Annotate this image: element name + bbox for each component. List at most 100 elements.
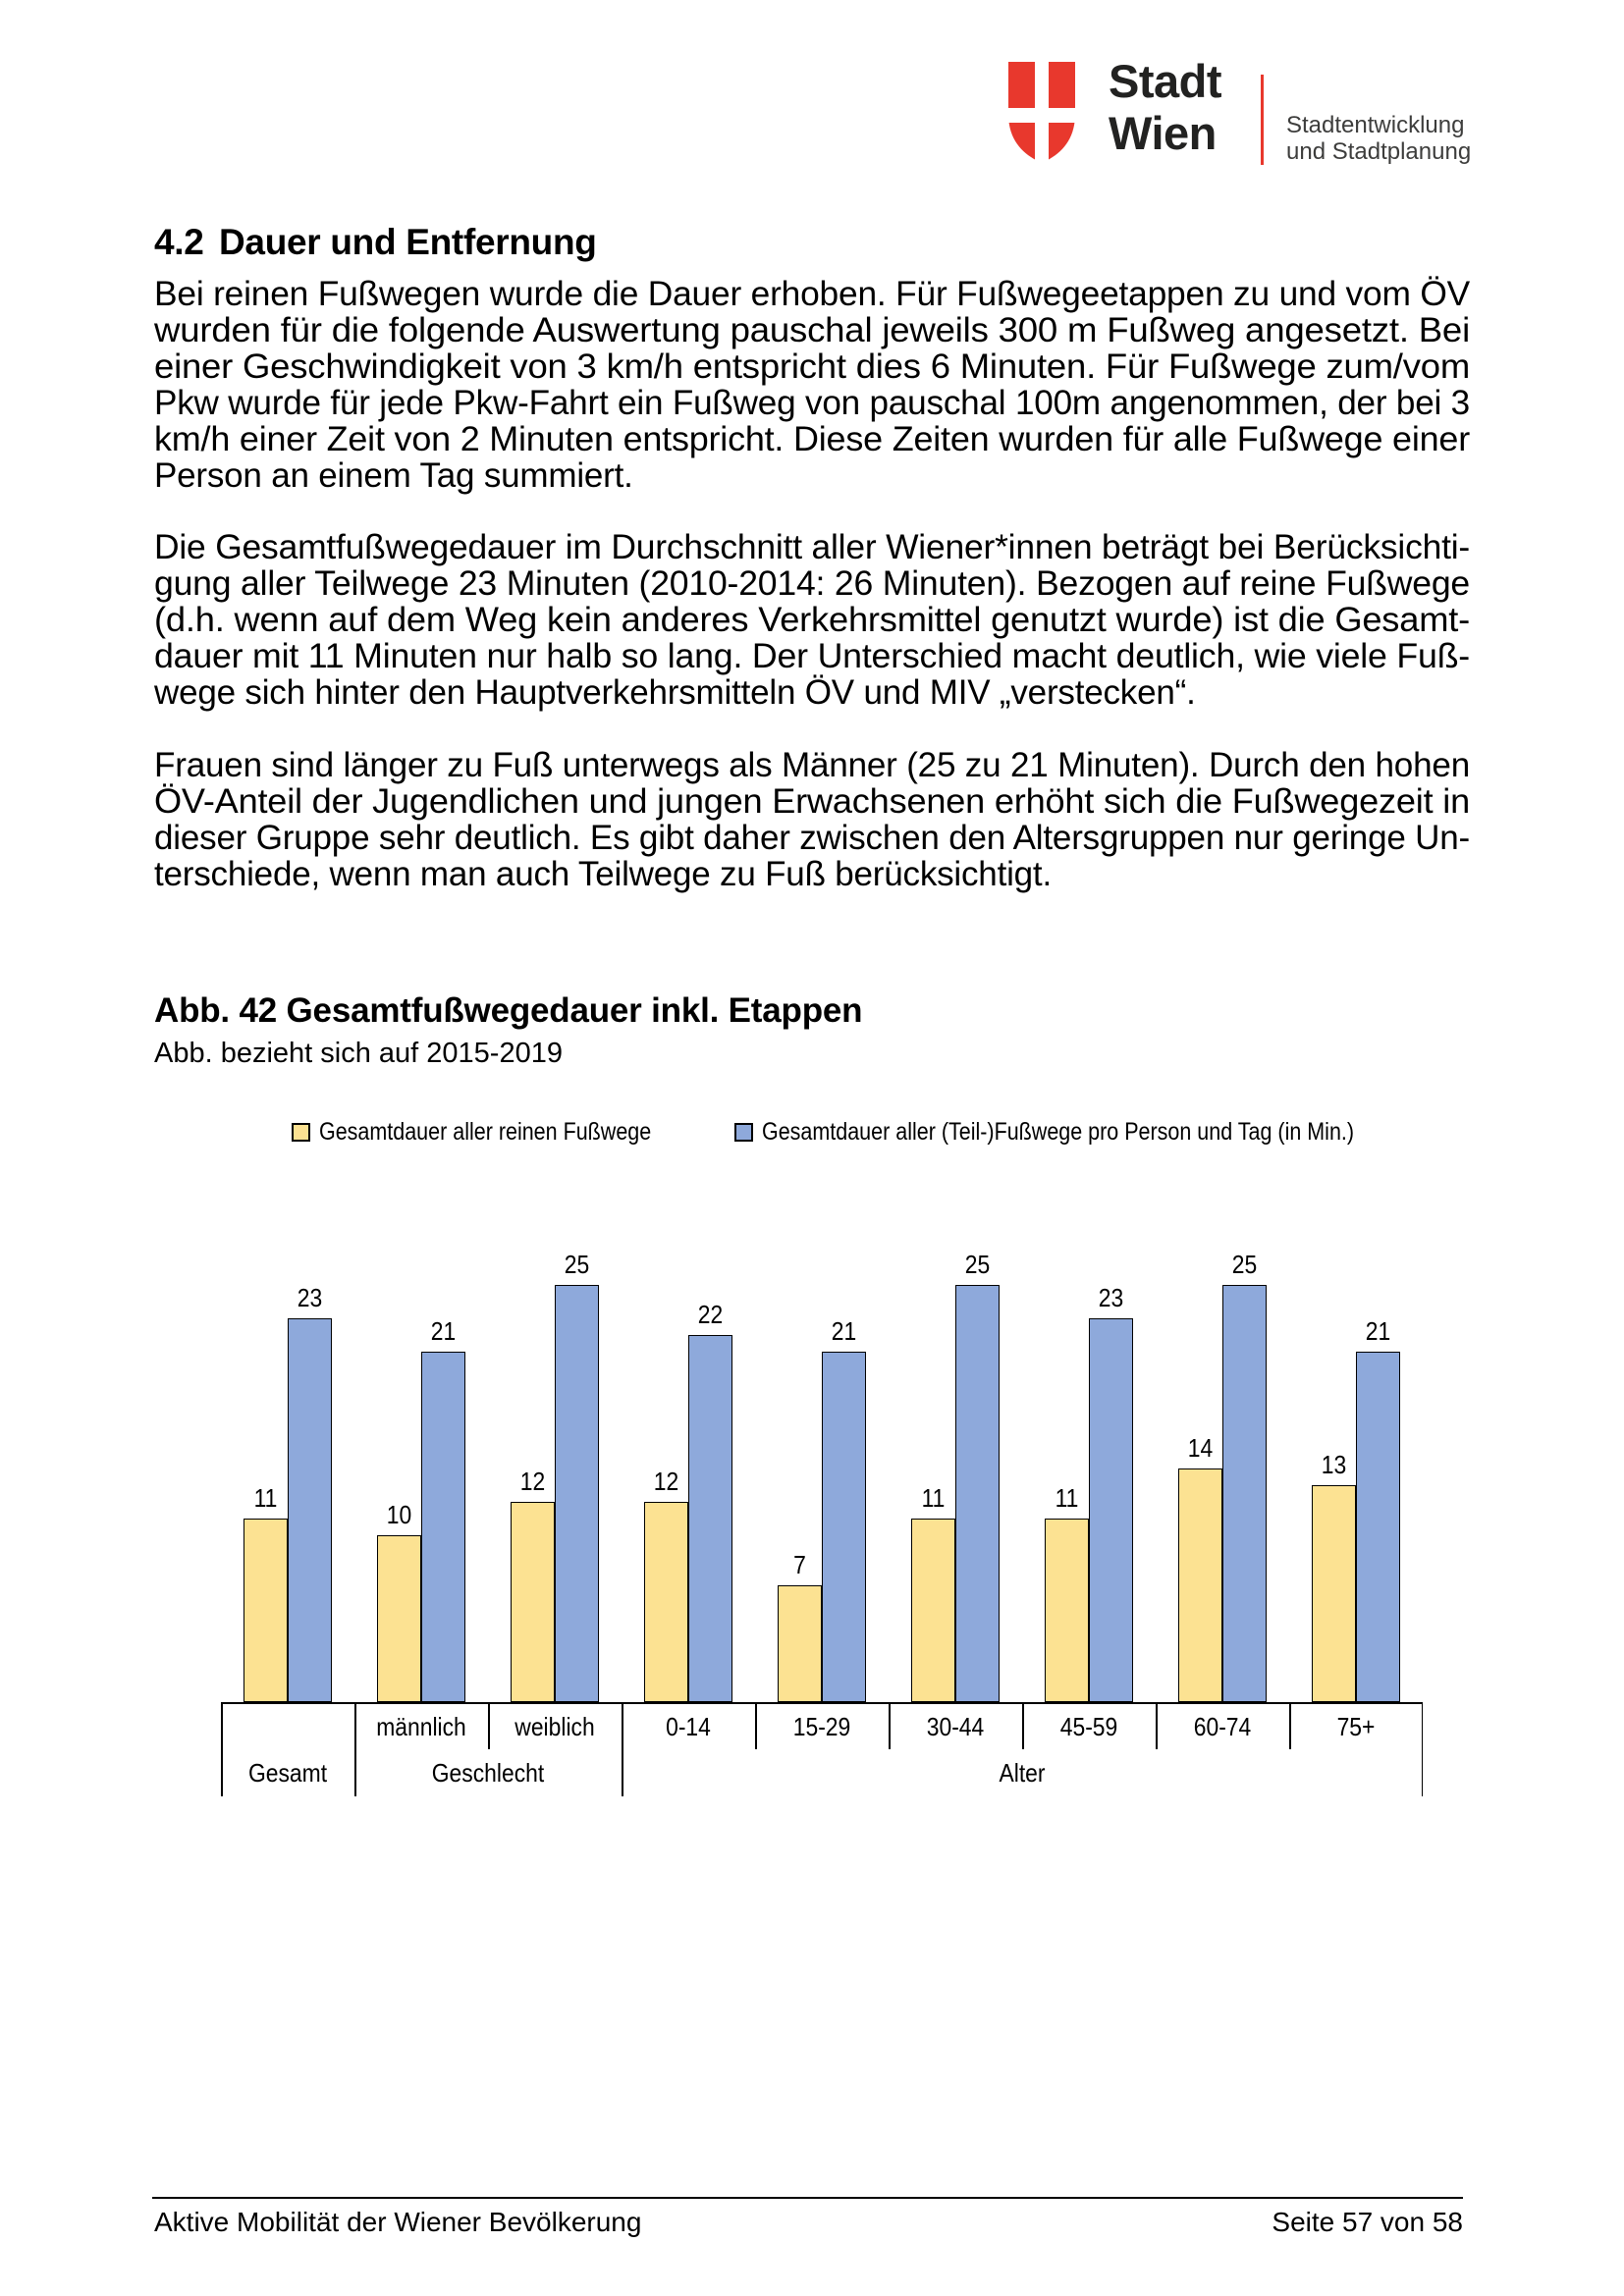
bar-series-1-15-29 <box>822 1352 866 1702</box>
footer-page-number: Seite 57 von 58 <box>1272 2207 1463 2237</box>
paragraph-line: ÖV-Anteil der Jugendlichen und jungen Er… <box>154 782 1470 821</box>
legend-label: Gesamtdauer aller (Teil-)Fußwege pro Per… <box>762 1118 1355 1146</box>
axis-separator <box>1156 1702 1158 1749</box>
axis-separator <box>488 1702 490 1749</box>
paragraph-line: Frauen sind länger zu Fuß unterwegs als … <box>154 746 1470 784</box>
bar-value-label: 12 <box>653 1467 679 1496</box>
paragraph-line: dieser Gruppe sehr deutlich. Es gibt dah… <box>154 819 1470 857</box>
axis-separator <box>1421 1702 1423 1796</box>
brand-line-2: Wien <box>1109 107 1217 159</box>
brand-divider <box>1261 75 1264 165</box>
footer-document-title: Aktive Mobilität der Wiener Bevölkerung <box>154 2207 642 2237</box>
bar-value-label: 21 <box>430 1316 457 1346</box>
bar-value-label: 13 <box>1321 1450 1347 1479</box>
stadt-wien-coat-of-arms-icon <box>1006 61 1077 164</box>
bar-series-0-weiblich <box>511 1502 555 1702</box>
axis-separator <box>622 1702 623 1796</box>
bar-series-1-75+ <box>1356 1352 1400 1702</box>
department-name: Stadtentwicklung und Stadtplanung <box>1286 112 1471 165</box>
category-label-75+: 75+ <box>1336 1712 1376 1741</box>
bar-value-label: 11 <box>921 1483 946 1513</box>
legend-item-0: Gesamtdauer aller reinen Fußwege <box>292 1118 705 1146</box>
chart-axis: Gesamt Geschlecht männlich weiblich Alter 0-1… <box>221 1702 1423 1796</box>
legend-swatch-icon <box>292 1123 310 1142</box>
chart-plot: 11 23 10 21 12 25 12 22 7 21 11 25 11 23 14 25 13 21 <box>221 1250 1423 1702</box>
bar-value-label: 14 <box>1187 1433 1214 1463</box>
bar-series-0-15-29 <box>778 1585 822 1702</box>
bar-series-1-Gesamt <box>288 1318 332 1702</box>
brand-wordmark: Stadt Wien <box>1109 55 1222 159</box>
paragraph-line: km/h einer Zeit von 2 Minuten entspricht… <box>154 420 1470 458</box>
cross-horizontal <box>1006 108 1077 123</box>
chart-legend: Gesamtdauer aller reinen Fußwege Gesamtda… <box>221 1118 1423 1149</box>
bar-value-label: 25 <box>1231 1250 1258 1279</box>
department-line-1: Stadtentwicklung <box>1286 112 1465 138</box>
legend-item-1: Gesamtdauer aller (Teil-)Fußwege pro Per… <box>734 1118 1450 1146</box>
bar-series-1-männlich <box>421 1352 465 1702</box>
category-label-weiblich: weiblich <box>514 1712 595 1741</box>
paragraph-line: Bei reinen Fußwegen wurde die Dauer erho… <box>154 275 1470 313</box>
category-label-30-44: 30-44 <box>926 1712 985 1741</box>
legend-label: Gesamtdauer aller reinen Fußwege <box>319 1118 652 1146</box>
bar-series-0-männlich <box>377 1535 421 1702</box>
section-heading: 4.2 Dauer und Entfernung <box>154 222 597 263</box>
axis-separator <box>1289 1702 1291 1749</box>
category-label-45-59: 45-59 <box>1059 1712 1118 1741</box>
category-label-0-14: 0-14 <box>666 1712 711 1741</box>
category-label-60-74: 60-74 <box>1193 1712 1252 1741</box>
bar-value-label: 12 <box>519 1467 546 1496</box>
bar-series-1-45-59 <box>1089 1318 1133 1702</box>
paragraph-line: wege sich hinter den Hauptverkehrsmittel… <box>154 673 1196 712</box>
axis-separator <box>354 1702 356 1796</box>
bar-value-label: 10 <box>386 1500 412 1529</box>
legend-swatch-icon <box>734 1123 753 1142</box>
axis-separator <box>755 1702 757 1749</box>
bar-value-label: 25 <box>964 1250 991 1279</box>
footer-rule <box>152 2197 1463 2199</box>
paragraph-line: terschiede, wenn man auch Teilwege zu Fu… <box>154 855 1052 893</box>
bar-series-1-weiblich <box>555 1285 599 1702</box>
category-label-15-29: 15-29 <box>792 1712 851 1741</box>
bar-value-label: 23 <box>297 1283 323 1312</box>
paragraph-line: dauer mit 11 Minuten nur halb so lang. D… <box>154 637 1470 675</box>
section-number: 4.2 <box>154 222 204 262</box>
department-line-2: und Stadtplanung <box>1286 138 1472 165</box>
bar-series-0-45-59 <box>1045 1519 1089 1702</box>
figure-subtitle: Abb. bezieht sich auf 2015-2019 <box>154 1038 563 1069</box>
section-title: Dauer und Entfernung <box>219 222 597 262</box>
paragraph-line: einer Geschwindigkeit von 3 km/h entspri… <box>154 347 1470 386</box>
paragraph-line: gung aller Teilwege 23 Minuten (2010-201… <box>154 564 1470 603</box>
paragraph: Bei reinen Fußwegen wurde die Dauer erho… <box>154 276 1470 494</box>
group-label-Geschlecht: Geschlecht <box>431 1758 545 1788</box>
bar-value-label: 25 <box>564 1250 590 1279</box>
bar-value-label: 22 <box>697 1300 724 1329</box>
x-axis-line <box>221 1702 1423 1704</box>
paragraph-line: Pkw wurde für jede Pkw-Fahrt ein Fußweg … <box>154 384 1470 422</box>
bar-series-0-60-74 <box>1178 1468 1222 1702</box>
paragraph: Frauen sind länger zu Fuß unterwegs als … <box>154 747 1470 892</box>
bar-value-label: 21 <box>1365 1316 1391 1346</box>
paragraph-line: wurden für die folgende Auswertung pausc… <box>154 311 1470 349</box>
bar-series-1-30-44 <box>955 1285 1000 1702</box>
axis-separator <box>221 1702 223 1796</box>
bar-value-label: 21 <box>831 1316 857 1346</box>
paragraph-line: (d.h. wenn auf dem Weg kein anderes Verk… <box>154 601 1470 639</box>
group-label-Alter: Alter <box>999 1758 1046 1788</box>
group-label-Gesamt: Gesamt <box>247 1758 328 1788</box>
axis-separator <box>889 1702 891 1749</box>
figure-title: Abb. 42 Gesamtfußwegedauer inkl. Etappen <box>154 991 863 1030</box>
bar-value-label: 11 <box>253 1483 278 1513</box>
bar-series-0-30-44 <box>911 1519 955 1702</box>
paragraph-line: Person an einem Tag summiert. <box>154 456 633 495</box>
bar-series-0-75+ <box>1312 1485 1356 1702</box>
paragraph: Die Gesamtfußwegedauer im Durchschnitt a… <box>154 529 1470 711</box>
bar-series-1-0-14 <box>688 1335 732 1702</box>
bar-value-label: 23 <box>1098 1283 1124 1312</box>
bar-value-label: 11 <box>1055 1483 1079 1513</box>
category-label-männlich: männlich <box>376 1712 466 1741</box>
axis-separator <box>1022 1702 1024 1749</box>
paragraph-line: Die Gesamtfußwegedauer im Durchschnitt a… <box>154 528 1470 566</box>
bar-value-label: 7 <box>793 1550 806 1579</box>
bar-series-0-0-14 <box>644 1502 688 1702</box>
